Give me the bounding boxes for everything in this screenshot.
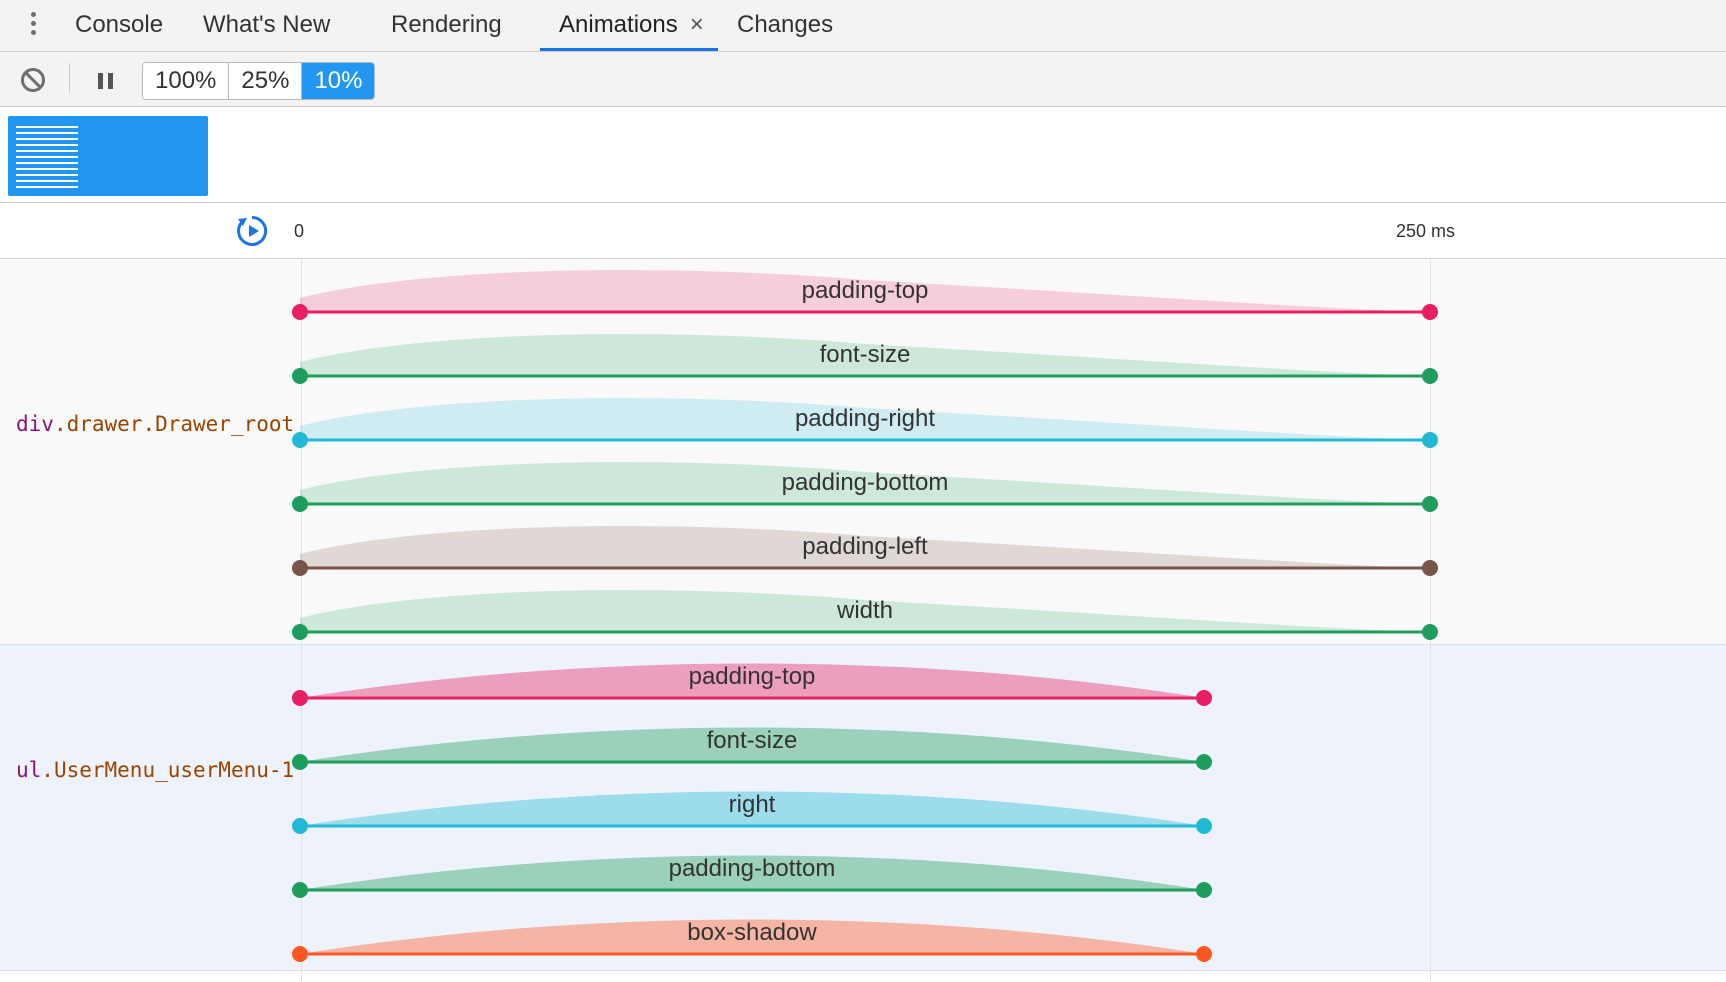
replay-icon xyxy=(237,215,268,246)
animation-name: padding-right xyxy=(795,405,935,432)
timing-curve xyxy=(300,334,1430,376)
tab-label: What's New xyxy=(203,11,331,38)
timing-curve xyxy=(300,398,1430,440)
node-label[interactable]: div.drawer.Drawer_root xyxy=(16,412,300,436)
node-class: .drawer.Drawer_root xyxy=(53,412,295,436)
start-keyframe[interactable] xyxy=(292,818,308,834)
node-tag: ul xyxy=(16,758,42,782)
block-icon xyxy=(21,68,45,92)
animation-name: padding-top xyxy=(802,277,929,304)
end-keyframe[interactable] xyxy=(1422,432,1438,448)
pause-all-button[interactable] xyxy=(97,72,115,90)
timing-curve xyxy=(300,462,1430,504)
clear-all-button[interactable] xyxy=(20,67,46,93)
end-keyframe[interactable] xyxy=(1422,624,1438,640)
tab-changes[interactable]: Changes xyxy=(737,0,833,51)
end-keyframe[interactable] xyxy=(1196,882,1212,898)
playback-rate-group: 100% 25% 10% xyxy=(142,62,376,100)
animation-name: right xyxy=(729,791,776,818)
tab-rendering[interactable]: Rendering xyxy=(391,0,502,51)
animation-group-usermenu[interactable]: ul.UserMenu_userMenu-1 xyxy=(0,645,1726,971)
animation-group-drawer[interactable]: div.drawer.Drawer_root xyxy=(0,259,1726,645)
tab-label: Rendering xyxy=(391,11,502,38)
timing-curve xyxy=(300,590,1430,632)
animation-name: width xyxy=(836,597,893,624)
animation-name: font-size xyxy=(820,341,911,368)
gridline-0 xyxy=(301,259,302,982)
start-keyframe[interactable] xyxy=(292,690,308,706)
start-keyframe[interactable] xyxy=(292,304,308,320)
start-keyframe[interactable] xyxy=(292,946,308,962)
animation-name: padding-bottom xyxy=(782,469,949,496)
toolbar-separator xyxy=(69,63,70,93)
animation-tracks: padding-top font-size padding-right padding… xyxy=(292,270,1438,962)
end-keyframe[interactable] xyxy=(1422,304,1438,320)
start-keyframe[interactable] xyxy=(292,496,308,512)
animation-timeline: 0 250 ms div.drawer.Drawer_root ul.UserM… xyxy=(0,203,1726,982)
animation-name: padding-top xyxy=(689,663,816,690)
timing-curve xyxy=(300,727,1204,762)
animations-toolbar: 100% 25% 10% xyxy=(0,52,1726,107)
timing-curve xyxy=(300,270,1430,312)
end-keyframe[interactable] xyxy=(1422,368,1438,384)
end-keyframe[interactable] xyxy=(1196,818,1212,834)
end-keyframe[interactable] xyxy=(1422,496,1438,512)
node-class: .UserMenu_userMenu-1 xyxy=(41,758,295,782)
start-keyframe[interactable] xyxy=(292,754,308,770)
tab-label: Changes xyxy=(737,11,834,38)
close-tab-icon[interactable]: × xyxy=(689,11,704,38)
speed-10-button[interactable]: 10% xyxy=(302,63,375,99)
animation-name: box-shadow xyxy=(687,919,817,946)
timing-curve xyxy=(300,855,1204,890)
start-keyframe[interactable] xyxy=(292,882,308,898)
start-keyframe[interactable] xyxy=(292,624,308,640)
animation-name: font-size xyxy=(707,727,798,754)
speed-100-button[interactable]: 100% xyxy=(143,63,230,99)
tab-label: Animations xyxy=(559,11,678,38)
animation-name: padding-bottom xyxy=(669,855,836,882)
gridline-250 xyxy=(1430,259,1431,982)
start-keyframe[interactable] xyxy=(292,560,308,576)
node-label[interactable]: ul.UserMenu_userMenu-1 xyxy=(16,758,300,782)
tab-bar: Console What's New Rendering Animations ×… xyxy=(0,0,1726,52)
node-tag: div xyxy=(16,412,54,436)
speed-25-button[interactable]: 25% xyxy=(229,63,303,99)
end-keyframe[interactable] xyxy=(1422,560,1438,576)
pause-icon xyxy=(98,73,113,89)
timing-curve xyxy=(300,791,1204,826)
animation-group-previews xyxy=(0,107,1726,203)
timing-curve xyxy=(300,919,1204,954)
start-keyframe[interactable] xyxy=(292,368,308,384)
animation-name: padding-left xyxy=(802,533,928,560)
end-keyframe[interactable] xyxy=(1196,690,1212,706)
tab-label: Console xyxy=(75,11,164,38)
tab-whats-new[interactable]: What's New xyxy=(203,0,330,51)
more-tabs-icon[interactable] xyxy=(26,12,40,42)
replay-button[interactable] xyxy=(234,213,270,249)
end-keyframe[interactable] xyxy=(1196,754,1212,770)
animation-group-thumbnail[interactable] xyxy=(8,116,208,196)
tab-animations[interactable]: Animations × xyxy=(540,0,718,51)
tick-label-250: 250 ms xyxy=(1396,221,1456,241)
timeline-header: 0 250 ms xyxy=(0,203,1726,259)
timing-curve xyxy=(300,526,1430,568)
tick-label-0: 0 xyxy=(294,221,305,241)
tab-console[interactable]: Console xyxy=(75,0,163,51)
timing-curve xyxy=(300,663,1204,698)
end-keyframe[interactable] xyxy=(1196,946,1212,962)
start-keyframe[interactable] xyxy=(292,432,308,448)
